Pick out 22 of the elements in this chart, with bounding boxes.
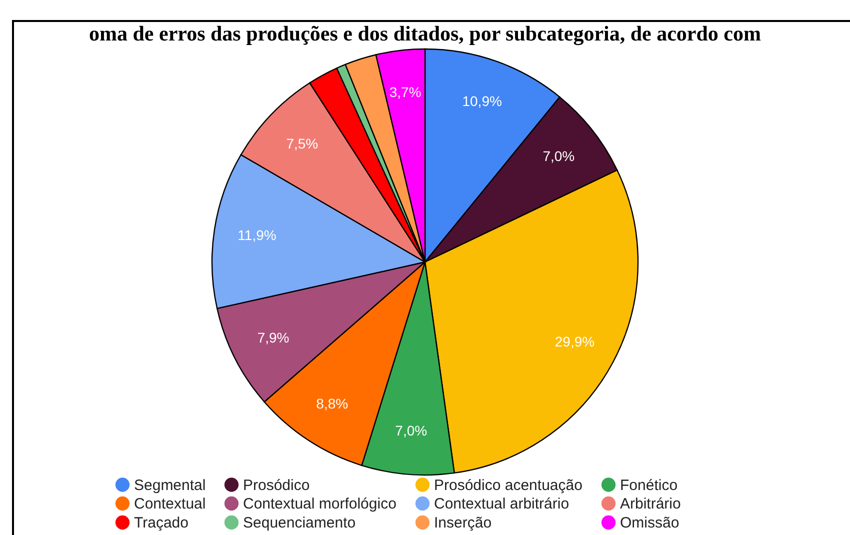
data-label: 7,9% — [257, 330, 290, 346]
chart-title: oma de erros das produções e dos ditados, por subcategoria, de acordo com — [89, 22, 762, 46]
legend-label: Fonético — [620, 476, 678, 494]
legend-label: Inserção — [434, 514, 492, 532]
legend-label: Contextual — [134, 496, 206, 512]
legend-label: Contextual morfológico — [243, 496, 396, 512]
legend-label: Arbitrário — [620, 496, 681, 512]
data-label: 10,9% — [462, 92, 502, 109]
data-label: 29,9% — [554, 333, 595, 350]
legend-label: Sequenciamento — [243, 514, 356, 532]
legend-label: Segmental — [134, 476, 206, 494]
data-label: 7,5% — [286, 135, 318, 152]
data-label: 8,8% — [316, 395, 348, 412]
legend-label: Prosódico — [243, 476, 310, 494]
legend-label: Contextual arbitrário — [434, 496, 570, 512]
data-label: 7,0% — [395, 422, 428, 438]
data-label: 7,0% — [542, 148, 575, 164]
legend-label: Prosódico acentuação — [434, 476, 582, 494]
data-label: 3,7% — [389, 84, 422, 100]
legend-label: Traçado — [134, 514, 188, 532]
data-label: 11,9% — [238, 226, 276, 243]
legend-label: Omissão — [620, 514, 680, 532]
